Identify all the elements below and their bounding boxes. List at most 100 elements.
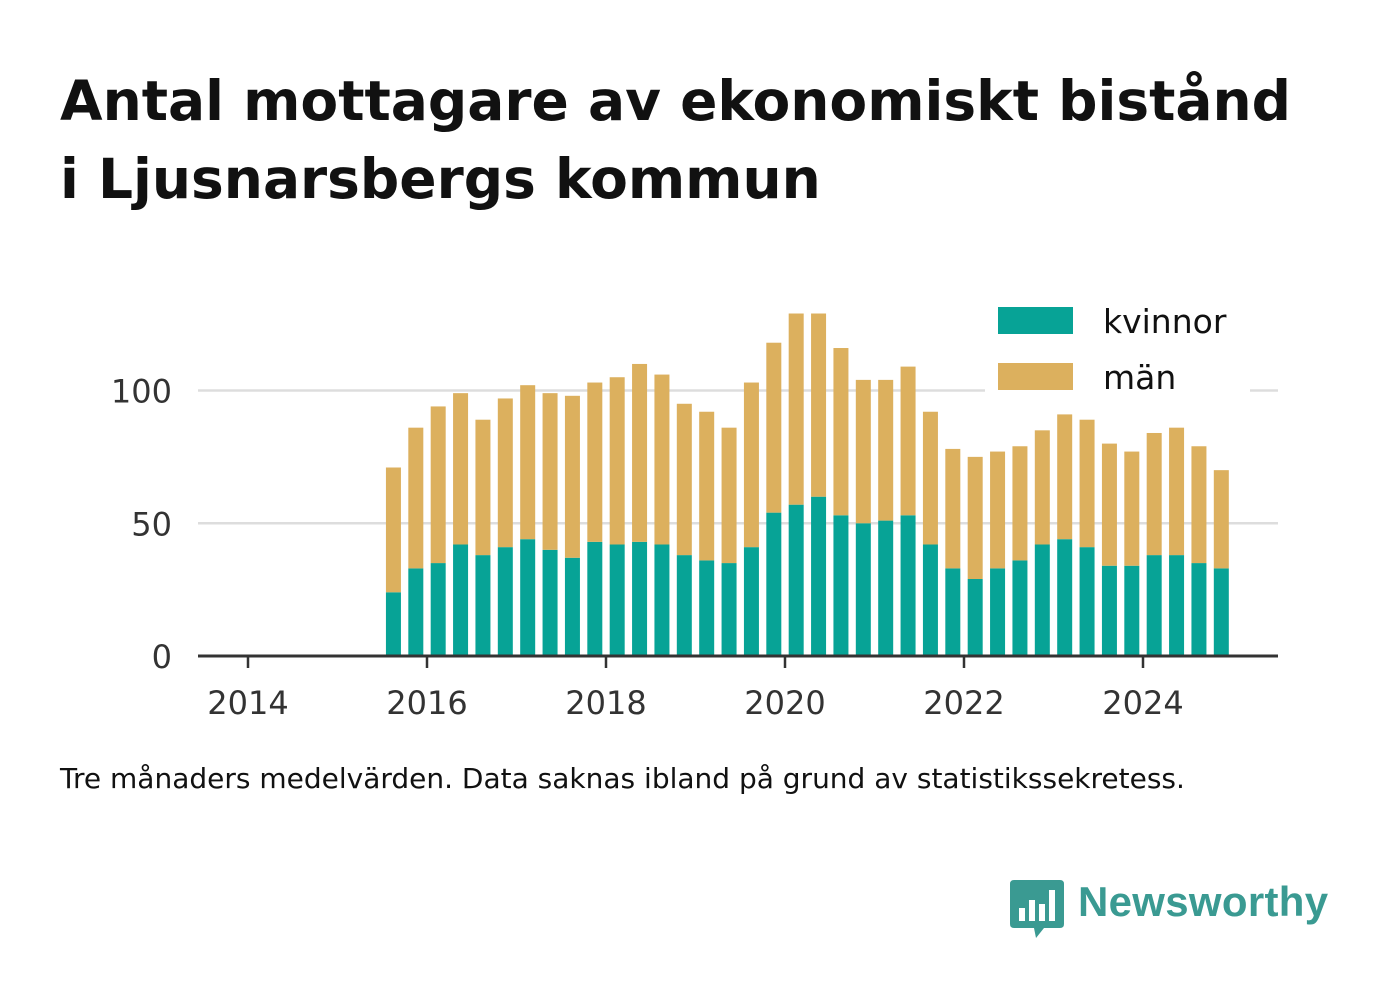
bar-man-2022-08 xyxy=(1012,446,1028,561)
legend-swatch-män xyxy=(998,363,1073,390)
bar-man-2024-05 xyxy=(1169,427,1185,556)
bar-man-2017-05 xyxy=(542,393,558,550)
bar-man-2015-08 xyxy=(385,467,401,593)
y-tick-label: 50 xyxy=(131,505,172,543)
bar-kvinnor-2020-05 xyxy=(811,496,827,656)
bar-kvinnor-2020-08 xyxy=(833,515,849,656)
bar-man-2015-11 xyxy=(408,427,424,569)
bar-kvinnor-2016-05 xyxy=(453,544,469,656)
x-tick-label: 2014 xyxy=(207,684,288,722)
axes: 0 50 100 2014 2016 2018 2020 2022 2024 xyxy=(111,373,1278,722)
bar-man-2023-02 xyxy=(1057,414,1073,540)
legend-swatch-kvinnor xyxy=(998,307,1073,334)
bar-man-2021-08 xyxy=(922,411,938,545)
bar-man-2022-05 xyxy=(990,451,1006,569)
bar-kvinnor-2018-02 xyxy=(609,544,625,656)
bar-kvinnor-2022-05 xyxy=(990,568,1006,656)
x-tick-label: 2024 xyxy=(1102,684,1183,722)
stacked-bar-chart: 0 50 100 2014 2016 2018 2020 2022 2024 kvinnor mä… xyxy=(110,296,1278,722)
y-tick-label: 100 xyxy=(111,373,172,411)
bar-man-2021-05 xyxy=(900,366,916,516)
brand-logo: Newsworthy xyxy=(1010,876,1330,942)
bar-kvinnor-2015-11 xyxy=(408,568,424,656)
bar-kvinnor-2019-08 xyxy=(743,547,759,656)
legend: kvinnor män xyxy=(985,296,1250,400)
chart-caption: Tre månaders medelvärden. Data saknas ib… xyxy=(60,762,1185,795)
bar-man-2017-02 xyxy=(520,385,536,540)
bar-man-2018-02 xyxy=(609,377,625,545)
bar-kvinnor-2018-05 xyxy=(632,541,648,656)
bar-kvinnor-2022-02 xyxy=(967,579,983,656)
bar-man-2018-08 xyxy=(654,374,670,545)
bar-man-2017-08 xyxy=(564,395,580,558)
brand-name: Newsworthy xyxy=(1078,878,1329,925)
bar-man-2020-02 xyxy=(788,313,804,505)
bar-man-2023-05 xyxy=(1079,419,1095,548)
bar-kvinnor-2022-08 xyxy=(1012,560,1028,656)
bar-kvinnor-2024-11 xyxy=(1213,568,1229,656)
bar-man-2018-05 xyxy=(632,363,648,542)
bar-kvinnor-2017-02 xyxy=(520,539,536,656)
bar-man-2017-11 xyxy=(587,382,603,542)
y-tick-label: 0 xyxy=(152,638,172,676)
chart-title-line-2: i Ljusnarsbergs kommun xyxy=(60,147,821,211)
bar-kvinnor-2023-05 xyxy=(1079,547,1095,656)
chart-title-line-1: Antal mottagare av ekonomiskt bistånd xyxy=(60,69,1292,133)
x-tick-label: 2016 xyxy=(386,684,467,722)
bar-man-2023-08 xyxy=(1101,443,1117,566)
bars xyxy=(385,313,1229,656)
bar-man-2016-02 xyxy=(430,406,446,564)
bar-man-2020-11 xyxy=(855,379,871,524)
bar-kvinnor-2024-02 xyxy=(1146,555,1162,656)
bar-kvinnor-2023-08 xyxy=(1101,565,1117,656)
legend-label-kvinnor: kvinnor xyxy=(1103,302,1227,341)
bar-kvinnor-2019-05 xyxy=(721,563,737,656)
bar-kvinnor-2017-08 xyxy=(564,557,580,656)
bar-man-2022-02 xyxy=(967,456,983,580)
bar-man-2020-05 xyxy=(811,313,827,497)
bar-man-2023-11 xyxy=(1124,451,1140,566)
bar-kvinnor-2018-08 xyxy=(654,544,670,656)
bar-man-2016-08 xyxy=(475,419,491,556)
bar-man-2019-11 xyxy=(766,342,782,513)
bar-man-2016-05 xyxy=(453,393,469,545)
bar-man-2019-08 xyxy=(743,382,759,548)
bar-man-2020-08 xyxy=(833,348,849,516)
bar-kvinnor-2018-11 xyxy=(676,555,692,656)
bar-kvinnor-2023-02 xyxy=(1057,539,1073,656)
bar-kvinnor-2016-11 xyxy=(497,547,513,656)
bar-man-2022-11 xyxy=(1034,430,1050,545)
bar-man-2021-02 xyxy=(878,379,894,521)
bar-kvinnor-2021-08 xyxy=(922,544,938,656)
legend-label-män: män xyxy=(1103,358,1176,397)
x-tick-label: 2020 xyxy=(744,684,825,722)
bar-kvinnor-2021-05 xyxy=(900,515,916,656)
chart-title: Antal mottagare av ekonomiskt bistånd i … xyxy=(60,62,1340,218)
x-tick-label: 2018 xyxy=(565,684,646,722)
bar-man-2024-11 xyxy=(1213,470,1229,569)
bar-kvinnor-2015-08 xyxy=(385,592,401,656)
bar-kvinnor-2022-11 xyxy=(1034,544,1050,656)
bar-kvinnor-2020-02 xyxy=(788,504,804,656)
bar-kvinnor-2016-08 xyxy=(475,555,491,656)
x-tick-label: 2022 xyxy=(923,684,1004,722)
bar-man-2024-08 xyxy=(1191,446,1207,564)
bar-kvinnor-2020-11 xyxy=(855,523,871,656)
bar-kvinnor-2019-11 xyxy=(766,512,782,656)
bar-kvinnor-2024-05 xyxy=(1169,555,1185,656)
bar-man-2016-11 xyxy=(497,398,513,548)
bar-man-2019-05 xyxy=(721,427,737,564)
bar-kvinnor-2016-02 xyxy=(430,563,446,656)
bar-kvinnor-2019-02 xyxy=(699,560,715,656)
bar-kvinnor-2021-11 xyxy=(945,568,961,656)
bar-kvinnor-2024-08 xyxy=(1191,563,1207,656)
bar-kvinnor-2017-05 xyxy=(542,549,558,656)
bar-man-2021-11 xyxy=(945,448,961,569)
bar-man-2018-11 xyxy=(676,403,692,556)
bar-chart-speech-bubble-icon xyxy=(1010,880,1064,938)
bar-kvinnor-2023-11 xyxy=(1124,565,1140,656)
bar-kvinnor-2017-11 xyxy=(587,541,603,656)
bar-man-2024-02 xyxy=(1146,432,1162,556)
bar-kvinnor-2021-02 xyxy=(878,520,894,656)
bar-man-2019-02 xyxy=(699,411,715,561)
